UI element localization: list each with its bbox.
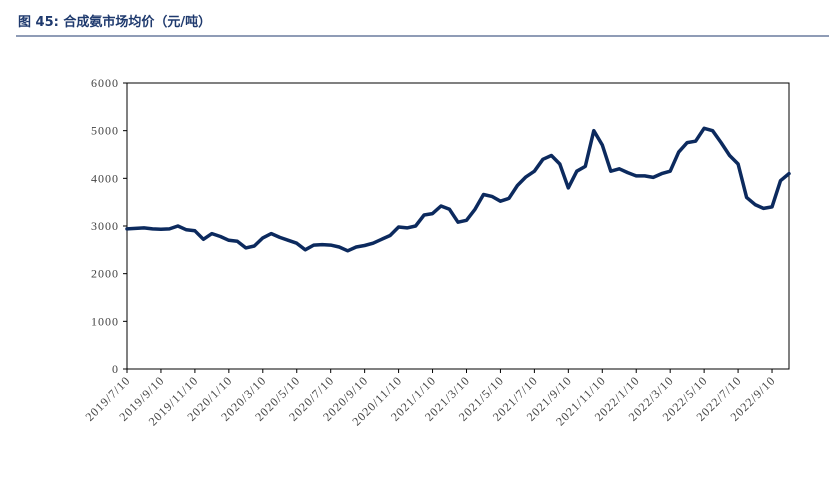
- series-line: [125, 126, 791, 253]
- y-tick-label: 5000: [91, 124, 119, 138]
- y-tick-label: 0: [112, 362, 119, 376]
- y-tick-label: 4000: [91, 171, 119, 185]
- y-tick-label: 6000: [91, 76, 119, 90]
- y-tick-label: 3000: [91, 219, 119, 233]
- chart-title: 图 45: 合成氨市场均价（元/吨）: [18, 14, 211, 30]
- y-tick-label: 2000: [91, 267, 119, 281]
- y-tick-label: 1000: [91, 314, 119, 328]
- plot-frame: [126, 82, 790, 370]
